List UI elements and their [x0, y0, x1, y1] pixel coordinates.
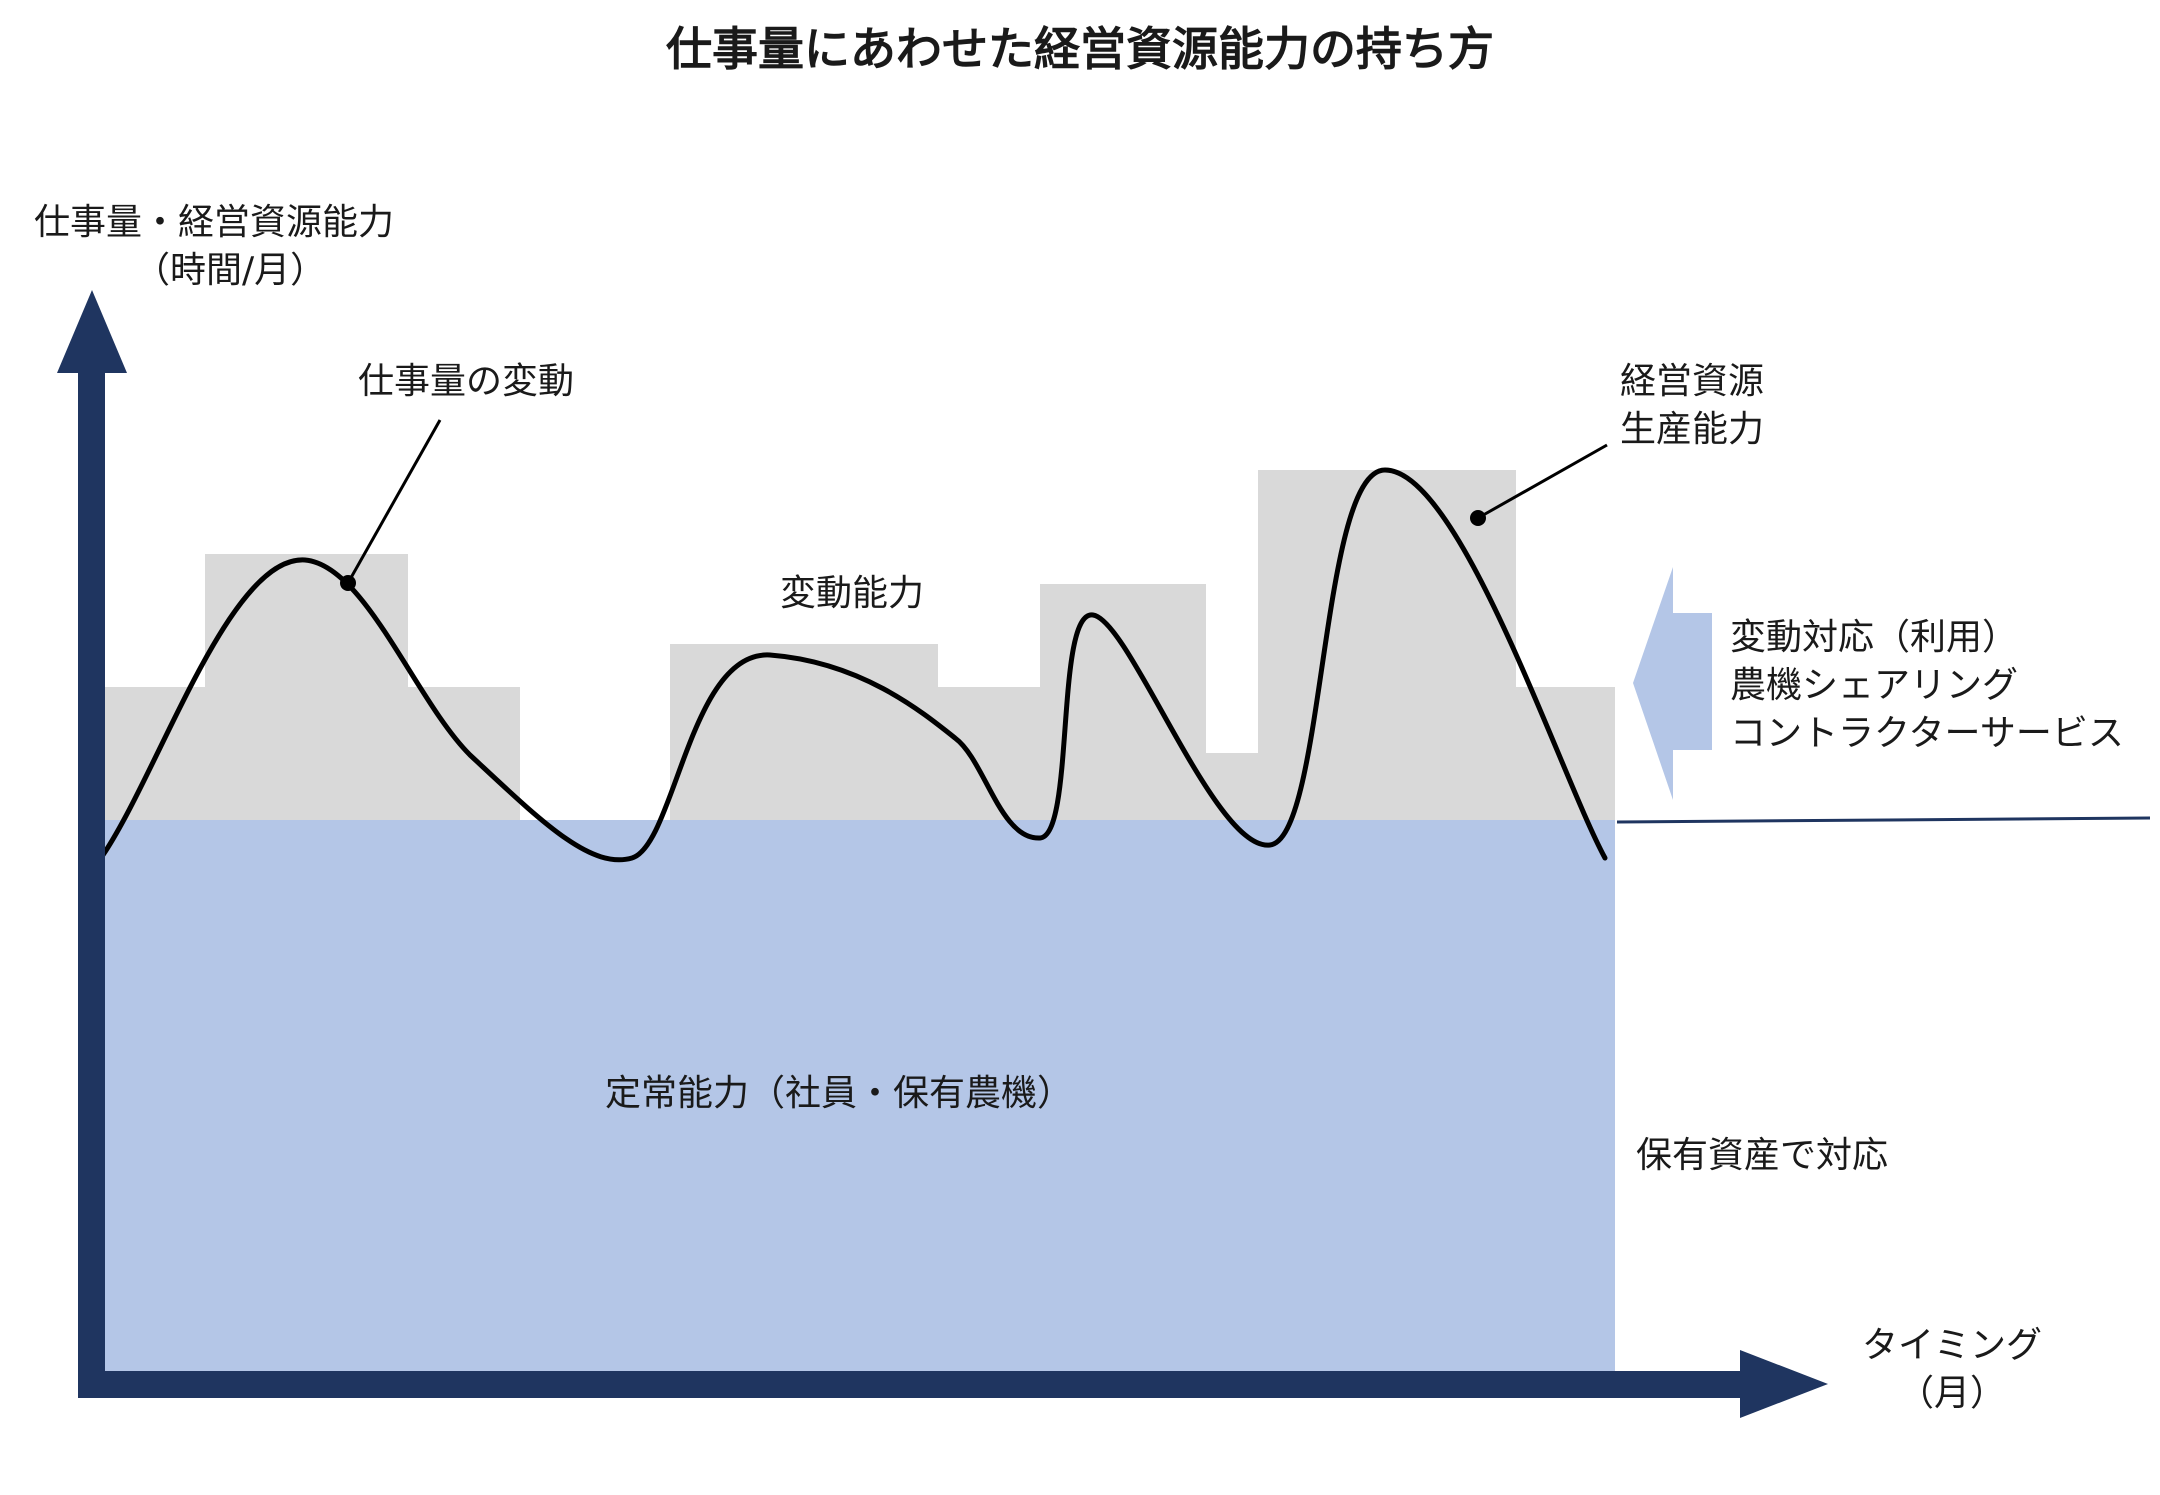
workload-variation-label: 仕事量の変動 — [358, 361, 575, 402]
variable-response-arrow — [1633, 567, 1712, 800]
x-axis-arrowhead — [1740, 1350, 1828, 1418]
workload-leader-line — [346, 419, 442, 584]
capacity-boundary-line — [1616, 816, 2151, 824]
capacity-leader-line — [1477, 443, 1608, 520]
y-axis-arrowhead — [57, 290, 127, 373]
variable-capacity-area — [103, 470, 1615, 820]
variable-response-label: 変動対応（利用） 農機シェアリング コントラクターサービス — [1730, 617, 2124, 754]
fixed-capacity-label: 定常能力（社員・保有農機） — [605, 1073, 1074, 1114]
capacity-label: 経営資源 生産能力 — [1620, 361, 1765, 450]
fixed-capacity-area — [103, 820, 1615, 1372]
owned-response-label: 保有資産で対応 — [1636, 1135, 1889, 1176]
variable-capacity-label: 変動能力 — [780, 573, 925, 614]
y-axis-label: 仕事量・経営資源能力 （時間/月） — [34, 202, 395, 291]
workload-curve — [100, 467, 1608, 863]
y-axis-line — [78, 365, 105, 1398]
diagram-title: 仕事量にあわせた経営資源能力の持ち方 — [666, 22, 1494, 76]
x-axis-line — [78, 1371, 1748, 1398]
x-axis-label: タイミング （月） — [1862, 1325, 2043, 1414]
